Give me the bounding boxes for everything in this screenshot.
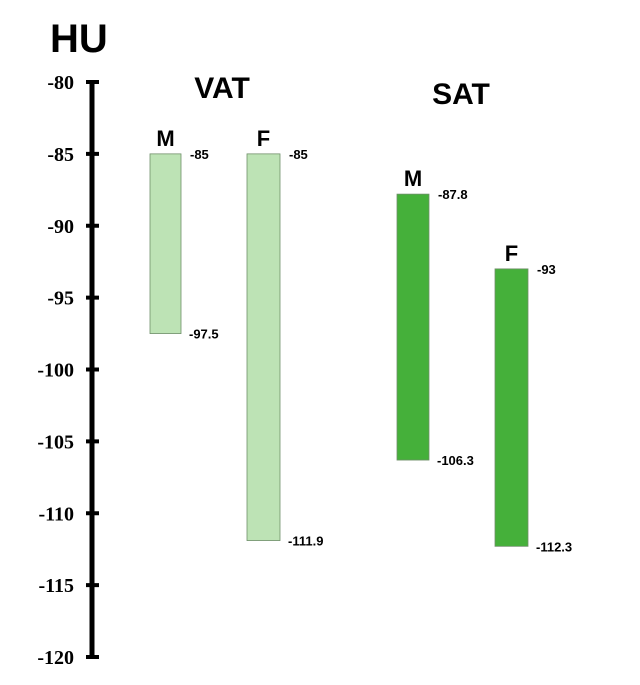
bar-bottom-label-sat-f: -112.3 bbox=[536, 539, 572, 554]
y-axis-ticks: -80 -85 -90 -95 -100 -105 -110 -115 -120 bbox=[37, 72, 99, 669]
bar-sat-m bbox=[396, 193, 430, 461]
bar-bottom-label-vat-m: -97.5 bbox=[189, 327, 219, 342]
bar-bottom-label-vat-f: -111.9 bbox=[288, 534, 323, 549]
bar-top-label-vat-m: -85 bbox=[190, 147, 209, 162]
y-tick-label: -85 bbox=[47, 144, 74, 166]
bars-layer: VAT M -85 -97.5 F -85 -111.9 SAT M -87.8 -106.3 F -9… bbox=[149, 72, 572, 554]
bar-top-label-sat-f: -93 bbox=[537, 262, 556, 277]
bar-category-vat-m: M bbox=[156, 126, 174, 151]
bar-category-sat-m: M bbox=[404, 166, 422, 191]
bar-category-vat-f: F bbox=[257, 126, 270, 151]
y-tick-label: -105 bbox=[37, 431, 74, 453]
bar-top-label-vat-f: -85 bbox=[289, 147, 308, 162]
bar-sat-f bbox=[494, 268, 529, 547]
y-tick-label: -90 bbox=[47, 216, 74, 238]
y-tick-label: -100 bbox=[37, 360, 74, 382]
y-tick-label: -120 bbox=[37, 647, 74, 669]
y-tick-label: -115 bbox=[38, 575, 74, 597]
y-tick-label: -95 bbox=[47, 288, 74, 310]
bar-vat-m bbox=[149, 153, 182, 334]
bar-category-sat-f: F bbox=[505, 241, 518, 266]
bar-bottom-label-sat-m: -106.3 bbox=[437, 453, 474, 468]
y-tick-label: -110 bbox=[38, 503, 74, 525]
group-title-vat: VAT bbox=[194, 72, 250, 105]
unit-label: HU bbox=[50, 17, 108, 61]
y-tick-label: -80 bbox=[47, 72, 74, 94]
group-title-sat: SAT bbox=[432, 78, 490, 111]
bar-top-label-sat-m: -87.8 bbox=[438, 187, 468, 202]
bar-vat-f bbox=[246, 153, 281, 541]
